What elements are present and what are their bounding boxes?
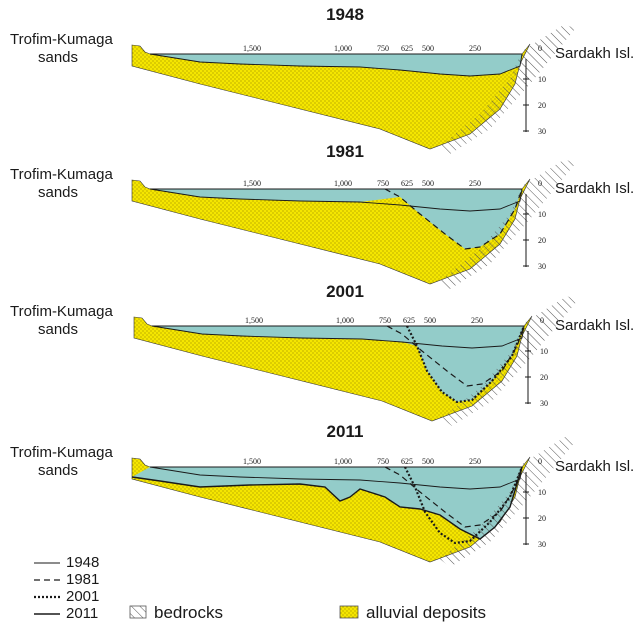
distance-label: 625 [401,457,413,466]
distance-label: 1,500 [243,44,261,53]
profile-line-1948 [149,53,523,77]
distance-label: 750 [377,44,389,53]
distance-label: 250 [469,179,481,188]
distance-label: 250 [469,457,481,466]
bedrock-hatch [440,437,575,567]
profile-line-1981 [386,325,525,387]
distance-label: 500 [422,457,434,466]
distance-label: 250 [471,316,483,325]
depth-label: 20 [538,236,546,245]
distance-label: 625 [401,44,413,53]
depth-label: 30 [538,127,546,136]
left-label-line1: Trofim-Kumaga [10,303,113,320]
distance-label: 750 [377,457,389,466]
left-label-line2: sands [38,184,78,201]
right-label: Sardakh Isl. [555,45,634,62]
distance-label: 0 [540,316,544,325]
right-label: Sardakh Isl. [555,180,634,197]
depth-label: 20 [538,101,546,110]
legend-label-2011: 2011 [66,605,98,622]
profile-line-2001 [406,325,526,404]
distance-label: 1,000 [334,457,352,466]
bedrocks-swatch [129,605,147,619]
left-label-line1: Trofim-Kumaga [10,31,113,48]
distance-label: 500 [422,179,434,188]
panel-year-title: 1981 [326,142,364,161]
depth-label: 30 [538,540,546,549]
bedrocks-label: bedrocks [154,603,223,622]
right-label: Sardakh Isl. [555,458,634,475]
bedrock-hatch [440,24,575,154]
distance-label: 1,000 [336,316,354,325]
left-label-line2: sands [38,49,78,66]
left-label-line1: Trofim-Kumaga [10,166,113,183]
water-body [150,54,522,76]
depth-label: 20 [540,373,548,382]
profile-line-1948 [151,325,525,349]
distance-label: 1,000 [334,179,352,188]
distance-label: 250 [469,44,481,53]
right-label: Sardakh Isl. [555,317,634,334]
panel-year-title: 2011 [327,422,364,441]
depth-label: 10 [538,75,546,84]
profile-line-1948 [149,466,523,490]
profile-line-2001 [404,466,524,545]
bedrock-hatch [442,296,577,426]
depth-label: 20 [538,514,546,523]
profile-line-2011 [131,466,523,540]
water-body [150,189,522,249]
distance-label: 1,000 [334,44,352,53]
legend-label-1948: 1948 [66,554,99,571]
distance-label: 500 [422,44,434,53]
legend-label-1981: 1981 [66,571,99,588]
profile-line-1981 [384,188,523,250]
distance-label: 0 [538,179,542,188]
distance-label: 0 [538,457,542,466]
distance-label: 0 [538,44,542,53]
bedrock-hatch [440,159,575,289]
panel-year-title: 2001 [326,282,364,301]
depth-label: 30 [540,399,548,408]
left-label-line1: Trofim-Kumaga [10,444,113,461]
left-label-line2: sands [38,321,78,338]
distance-label: 500 [424,316,436,325]
depth-label: 30 [538,262,546,271]
depth-label: 10 [538,210,546,219]
alluvial-swatch [339,605,359,619]
legend-label-2001: 2001 [66,588,99,605]
distance-label: 1,500 [243,179,261,188]
profile-line-1948 [149,188,523,212]
distance-label: 625 [401,179,413,188]
distance-label: 750 [377,179,389,188]
distance-label: 1,500 [245,316,263,325]
alluvial-label: alluvial deposits [366,603,486,622]
panel-year-title: 1948 [326,5,364,24]
distance-label: 1,500 [243,457,261,466]
left-label-line2: sands [38,462,78,479]
depth-label: 10 [540,347,548,356]
distance-label: 625 [403,316,415,325]
profile-line-1981 [384,466,523,528]
distance-label: 750 [379,316,391,325]
depth-label: 10 [538,488,546,497]
